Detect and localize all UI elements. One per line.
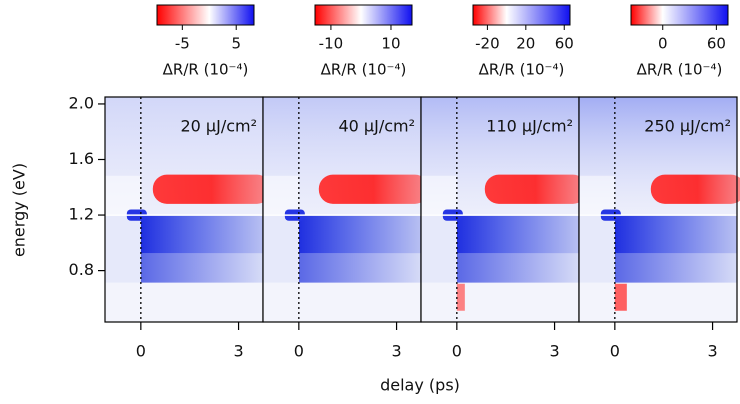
colorbar-tick-label: -5 (175, 35, 190, 53)
colorbar-tick-label: -10 (319, 35, 344, 53)
heatmap-blue-band (614, 215, 737, 254)
y-tick-label: 0.8 (69, 260, 94, 279)
y-tick-label: 2.0 (69, 93, 94, 112)
y-tick-label: 1.6 (69, 149, 94, 168)
heatmap-blue-pre (421, 215, 457, 283)
panel-frame (578, 96, 738, 323)
x-tick-label: 0 (452, 342, 462, 361)
heatmap-blue-band (456, 215, 579, 254)
colorbar-label: ΔR/R (10⁻⁴) (321, 61, 407, 79)
heatmap-blue-low (614, 253, 737, 283)
panel-title: 110 μJ/cm² (486, 117, 573, 136)
heatmap-blue-band (298, 215, 421, 254)
heatmap (105, 97, 271, 322)
heatmap-red-band (318, 174, 429, 204)
x-tick-label: 3 (391, 342, 401, 361)
x-tick-label: 0 (136, 342, 146, 361)
heatmap-blue-band (140, 215, 263, 254)
colorbar-tick-label: 60 (555, 35, 574, 53)
heatmap-pre-zero (105, 175, 141, 214)
x-tick-label: 3 (233, 342, 243, 361)
x-tick-label: 0 (294, 342, 304, 361)
x-tick-label: 3 (707, 342, 717, 361)
heatmap-blue-low (140, 253, 263, 283)
heatmap (579, 97, 740, 322)
heatmap-red-low (456, 283, 465, 311)
heatmap-red-band (650, 174, 740, 204)
colorbar-label: ΔR/R (10⁻⁴) (163, 61, 249, 79)
y-tick-label: 1.2 (69, 205, 94, 224)
heatmap-pre-zero (421, 175, 457, 214)
heatmap-blue-low (456, 253, 579, 283)
colorbar (314, 4, 413, 26)
colorbar-label: ΔR/R (10⁻⁴) (637, 61, 723, 79)
heatmap-red-band (484, 174, 587, 204)
heatmap-red-low (614, 283, 627, 311)
x-tick-label: 3 (549, 342, 559, 361)
heatmap-blue-low (298, 253, 421, 283)
colorbar-tick-label: 0 (658, 35, 668, 53)
colorbar (630, 4, 729, 26)
colorbar-tick-label: 60 (707, 35, 726, 53)
colorbar (472, 4, 571, 26)
heatmap-pre-zero (579, 175, 615, 214)
heatmap-blue-pre (263, 215, 299, 283)
panel-title: 40 μJ/cm² (338, 117, 415, 136)
panel-title: 250 μJ/cm² (644, 117, 731, 136)
colorbar-tick-label: -20 (475, 35, 500, 53)
panel-title: 20 μJ/cm² (180, 117, 257, 136)
colorbar-tick-label: 20 (516, 35, 535, 53)
heatmap-red-band (152, 174, 271, 204)
colorbar-tick-label: 5 (231, 35, 241, 53)
heatmap-blue-pre (579, 215, 615, 283)
colorbar (156, 4, 255, 26)
x-axis-label: delay (ps) (380, 376, 460, 395)
colorbar-tick-label: 10 (381, 35, 400, 53)
x-tick-label: 0 (610, 342, 620, 361)
y-axis-label: energy (eV) (10, 163, 29, 257)
heatmap-pre-zero (263, 175, 299, 214)
heatmap-blue-pre (105, 215, 141, 283)
heatmap (421, 97, 587, 322)
heatmap (263, 97, 429, 322)
colorbar-label: ΔR/R (10⁻⁴) (479, 61, 565, 79)
